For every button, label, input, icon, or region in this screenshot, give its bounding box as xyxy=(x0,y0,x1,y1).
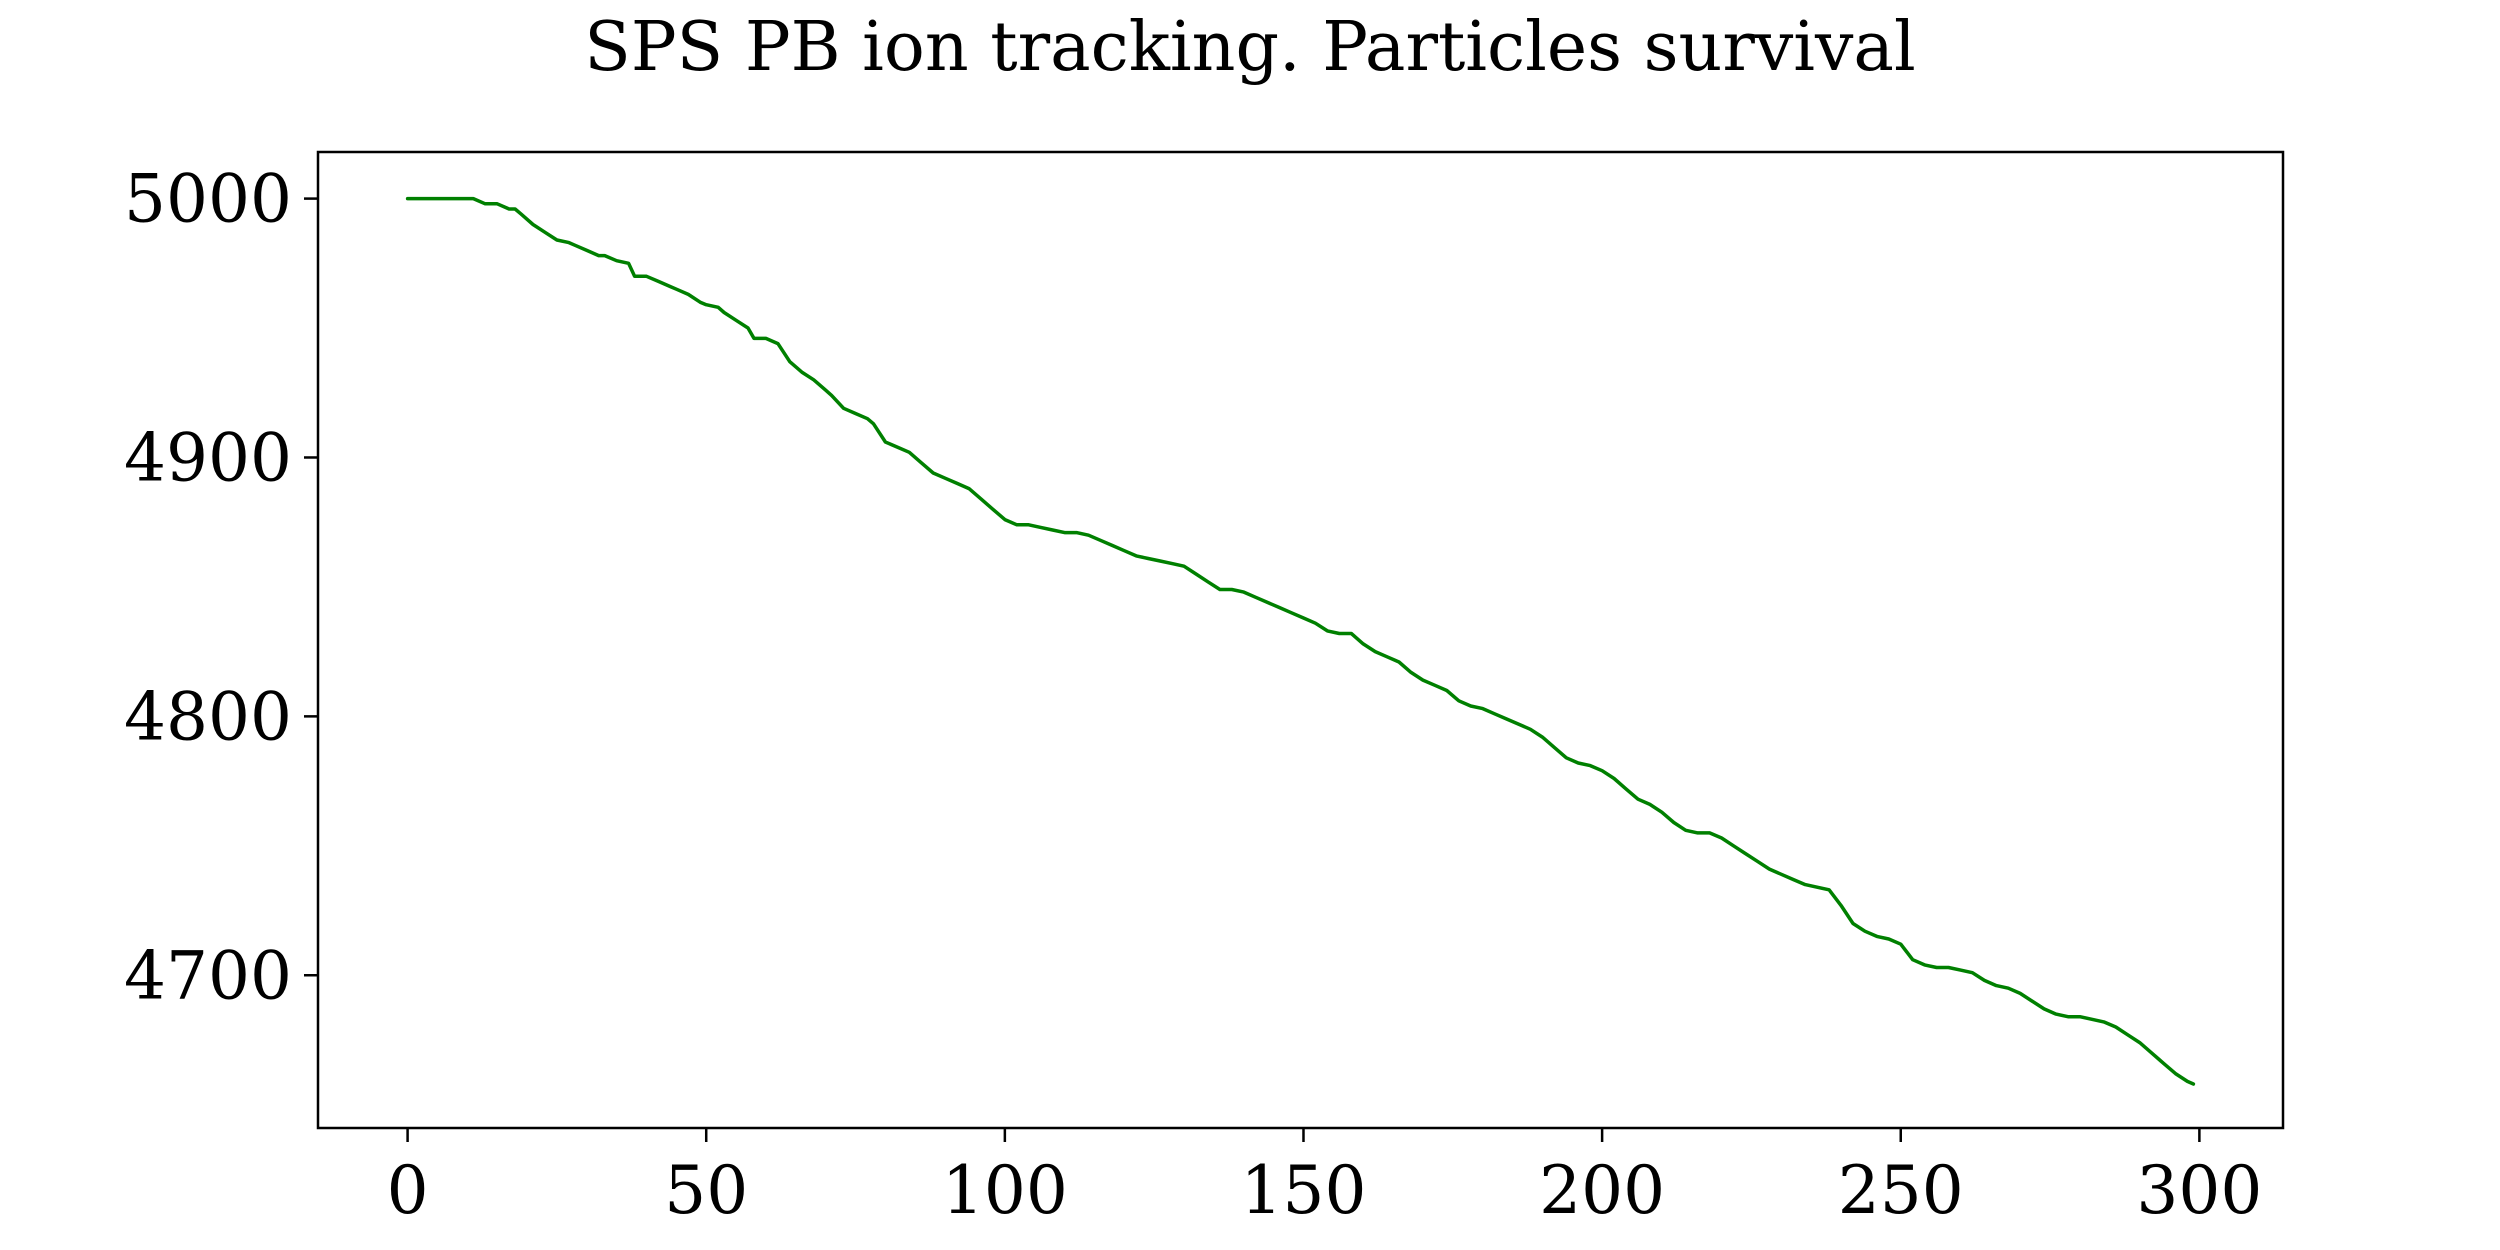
y-tick-label: 5000 xyxy=(124,161,292,238)
y-tick-label: 4700 xyxy=(124,937,292,1014)
x-tick-label: 200 xyxy=(1539,1152,1665,1229)
x-tick-label: 100 xyxy=(942,1152,1068,1229)
x-axis: 0 50 100 150 200 250 300 xyxy=(387,1128,2262,1229)
plot-area: 4700 4800 4900 5000 0 50 100 150 200 250 300 xyxy=(124,150,2285,1229)
x-tick-label: 150 xyxy=(1240,1152,1366,1229)
y-axis: 4700 4800 4900 5000 xyxy=(124,161,318,1014)
x-tick-label: 0 xyxy=(387,1152,429,1229)
y-tick-label: 4800 xyxy=(124,678,292,755)
series-line xyxy=(405,196,2196,1086)
x-tick-label: 250 xyxy=(1838,1152,1964,1229)
x-tick-label: 50 xyxy=(664,1152,748,1229)
chart-title: SPS PB ion tracking. Particles survival xyxy=(584,8,1915,87)
y-tick-label: 4900 xyxy=(124,419,292,496)
x-tick-label: 300 xyxy=(2136,1152,2262,1229)
plot-frame xyxy=(316,150,2285,1130)
